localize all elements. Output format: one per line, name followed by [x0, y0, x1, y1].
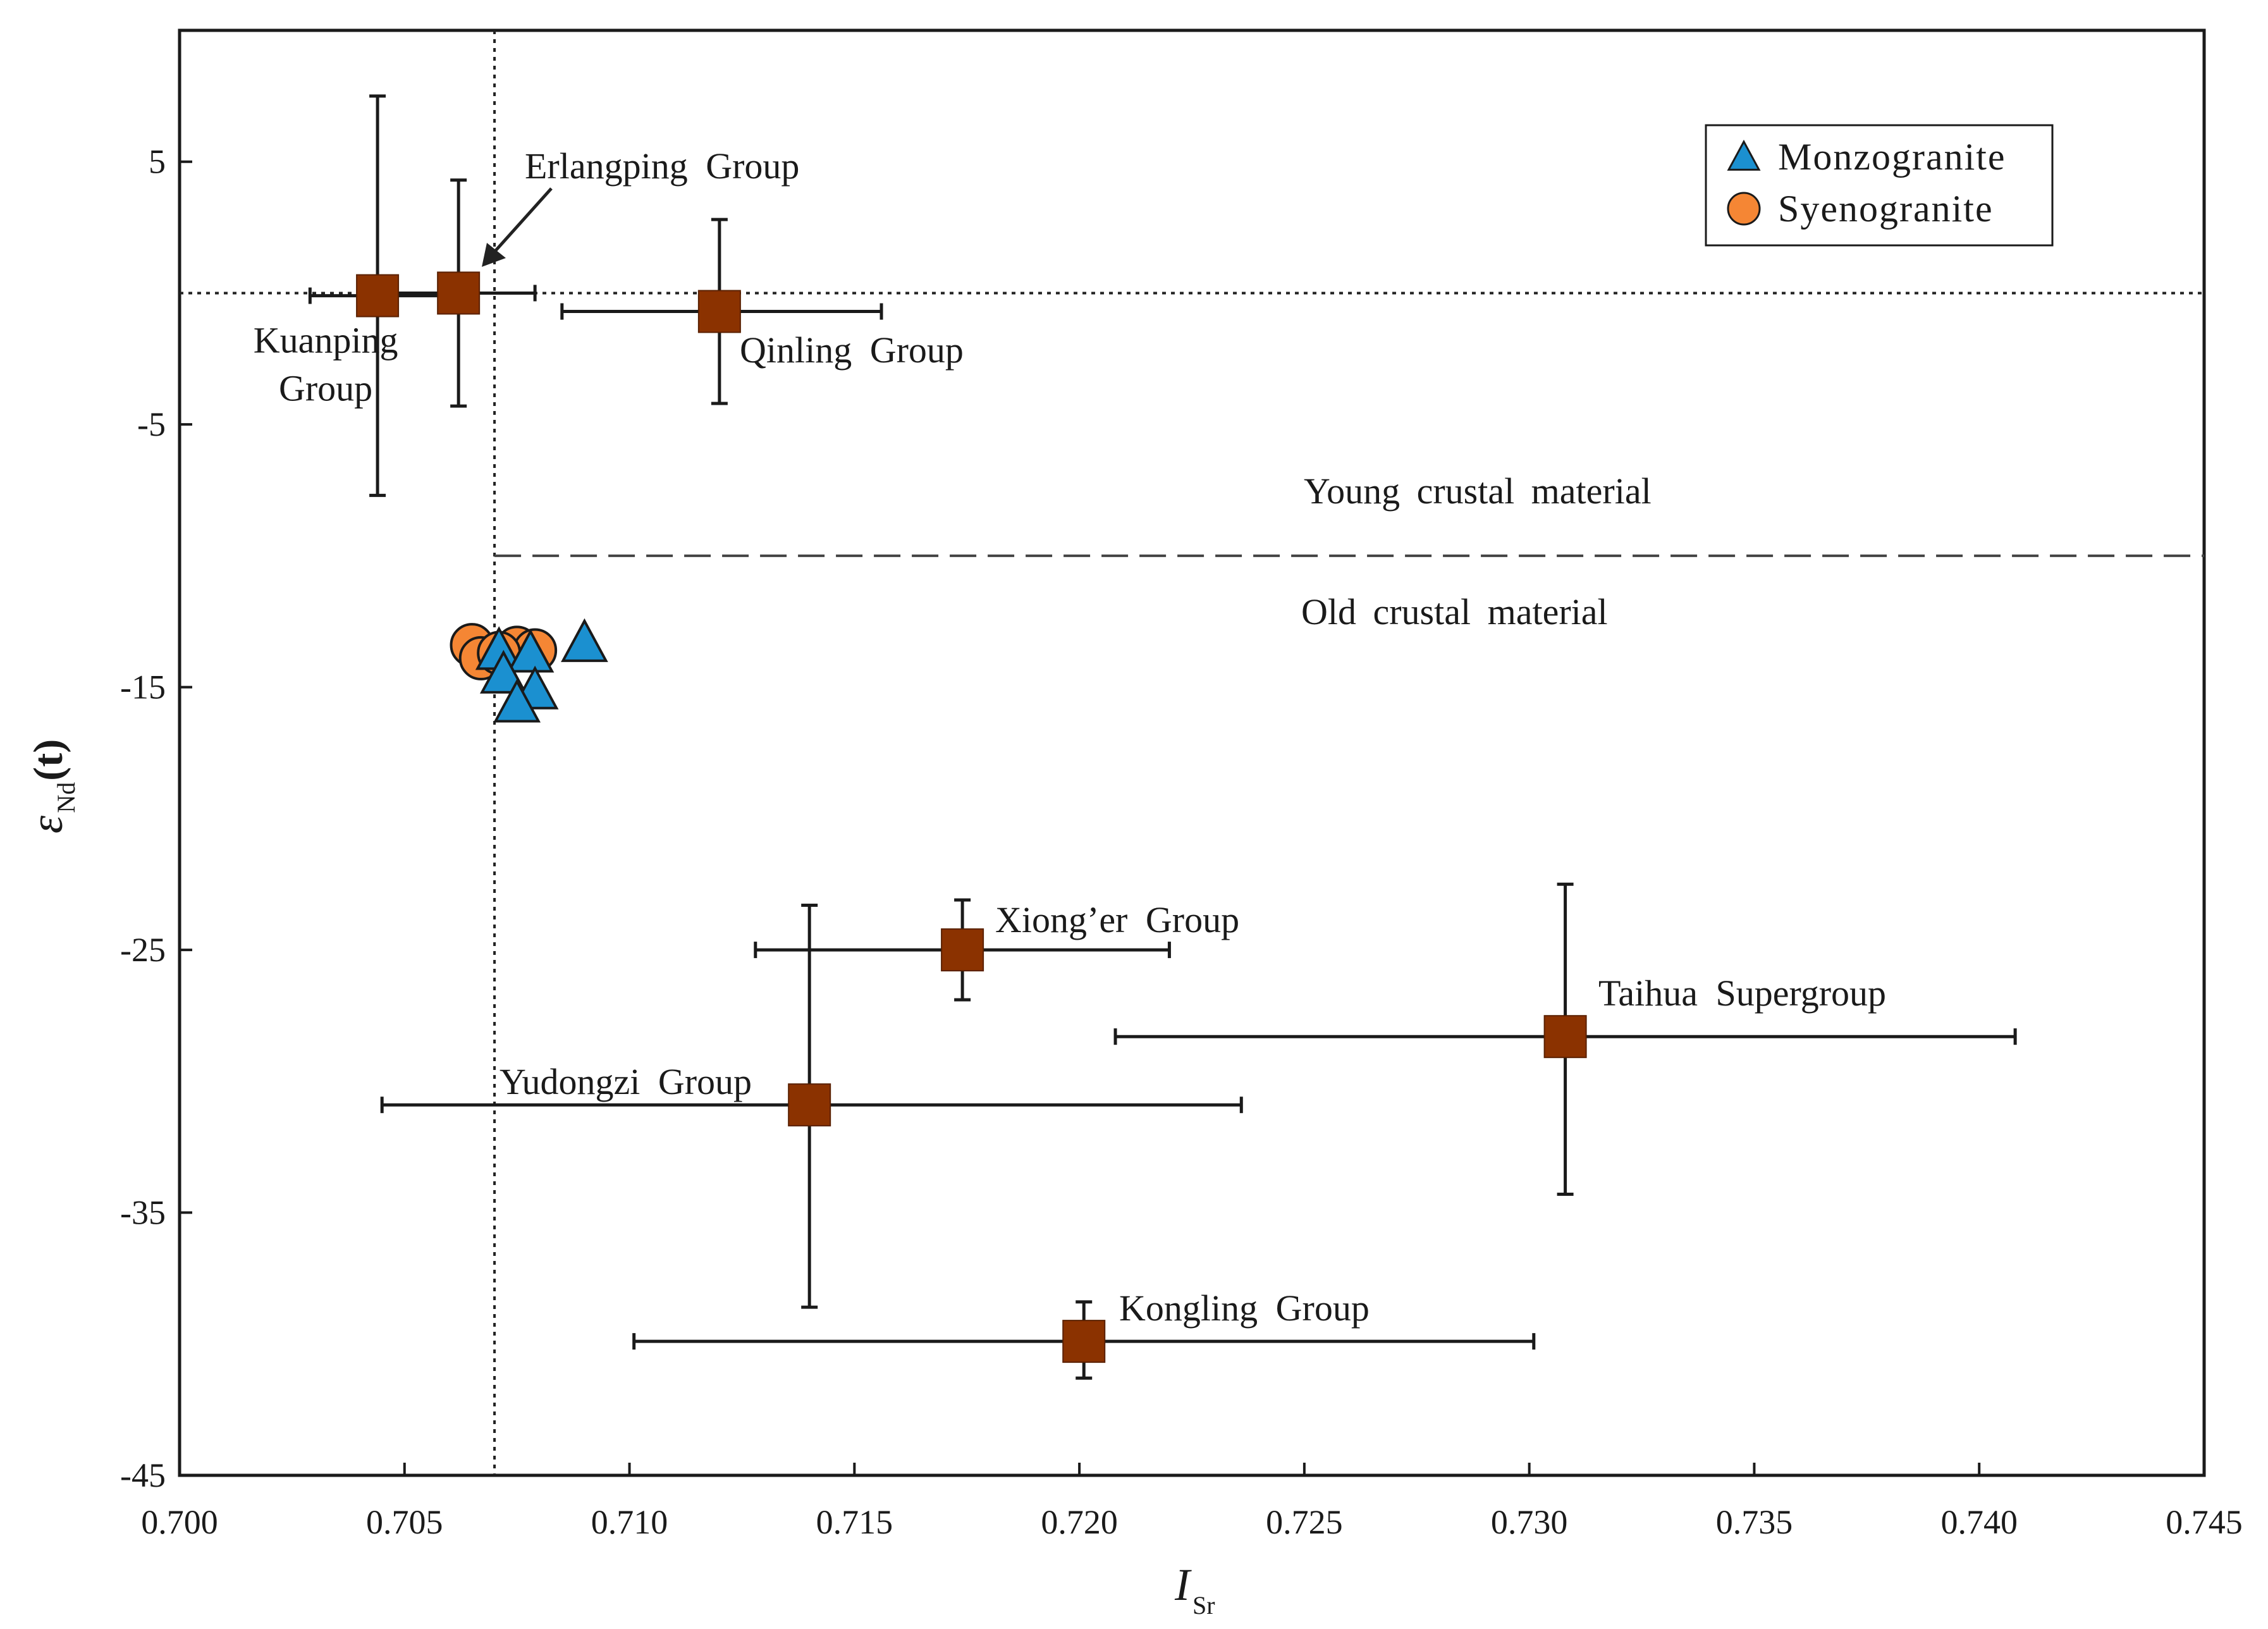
erlangping-pointer-arrow — [489, 187, 553, 257]
yudongzi-group-marker — [788, 1083, 831, 1127]
y-axis-title: εNd(t) — [21, 739, 80, 833]
reference-group-labels: Kuanping Group Erlangping Group Qinling Gro… — [254, 145, 1886, 1329]
qinling-group-label: Qinling Group — [740, 329, 964, 371]
monzogranite-point — [479, 649, 527, 694]
taihua-supergroup-label: Taihua Supergroup — [1598, 973, 1886, 1014]
y-tick-label: -45 — [120, 1456, 166, 1494]
y-tick-label: -25 — [120, 931, 166, 969]
y-tick-label: -15 — [120, 668, 166, 706]
x-tick-label: 0.735 — [1716, 1503, 1793, 1541]
x-axis-title: I Sr — [1174, 1559, 1215, 1620]
young-crustal-material-label: Young crustal material — [1304, 470, 1652, 512]
kongling-group-marker — [1062, 1320, 1106, 1363]
xiong-er-group-label: Xiong’er Group — [995, 899, 1239, 940]
erlangping-arrowhead — [482, 243, 506, 267]
kuanping-group-marker — [356, 274, 400, 317]
xiong-er-group-marker — [941, 928, 984, 972]
x-tick-label: 0.715 — [816, 1503, 893, 1541]
region-labels: Young crustal material Old crustal mater… — [1301, 470, 1652, 632]
y-tick-label: 5 — [149, 143, 166, 181]
yudongzi-group-label: Yudongzi Group — [500, 1061, 752, 1102]
x-axis-title-subscript: Sr — [1192, 1591, 1215, 1620]
x-tick-label: 0.720 — [1041, 1503, 1118, 1541]
qinling-group-marker — [697, 290, 741, 333]
legend: Monzogranite Syenogranite — [1705, 124, 2054, 247]
x-tick-label: 0.730 — [1491, 1503, 1568, 1541]
x-tick-label: 0.745 — [2166, 1503, 2243, 1541]
reference-group-markers — [356, 271, 1587, 1363]
x-tick-label: 0.740 — [1940, 1503, 2018, 1541]
x-tick-label: 0.700 — [141, 1503, 218, 1541]
plot-frame — [178, 28, 2206, 1477]
x-tick-label: 0.725 — [1266, 1503, 1343, 1541]
legend-monzogranite-swatch — [1727, 139, 1761, 171]
y-tick-label: -5 — [137, 405, 166, 443]
kuanping-group-label: Group — [279, 368, 372, 409]
monzogranite-point — [493, 679, 541, 723]
legend-syenogranite-label: Syenogranite — [1778, 188, 1994, 230]
old-crustal-material-label: Old crustal material — [1301, 591, 1608, 632]
kuanping-group-label: Kuanping — [254, 320, 398, 361]
axis-ticks: 0.700 0.705 0.710 0.715 0.720 0.725 0.730 0.735… — [120, 143, 2243, 1541]
erlangping-group-label: Erlangping Group — [525, 145, 799, 187]
legend-monzogranite-label: Monzogranite — [1778, 136, 2006, 178]
x-tick-label: 0.705 — [366, 1503, 443, 1541]
monzogranite-point — [506, 629, 555, 673]
sample-points — [450, 618, 608, 723]
y-axis-title-suffix: (t) — [25, 739, 71, 781]
y-axis-title-subscript: Nd — [52, 782, 80, 813]
legend-box — [1705, 124, 2054, 247]
kongling-group-label: Kongling Group — [1119, 1288, 1370, 1329]
legend-syenogranite-swatch — [1727, 192, 1761, 226]
y-tick-label: -35 — [120, 1194, 166, 1232]
taihua-supergroup-marker — [1543, 1015, 1587, 1059]
x-tick-label: 0.710 — [591, 1503, 668, 1541]
y-axis-title-group: εNd(t) — [21, 739, 80, 833]
erlangping-group-marker — [437, 271, 481, 315]
monzogranite-point — [561, 618, 608, 662]
